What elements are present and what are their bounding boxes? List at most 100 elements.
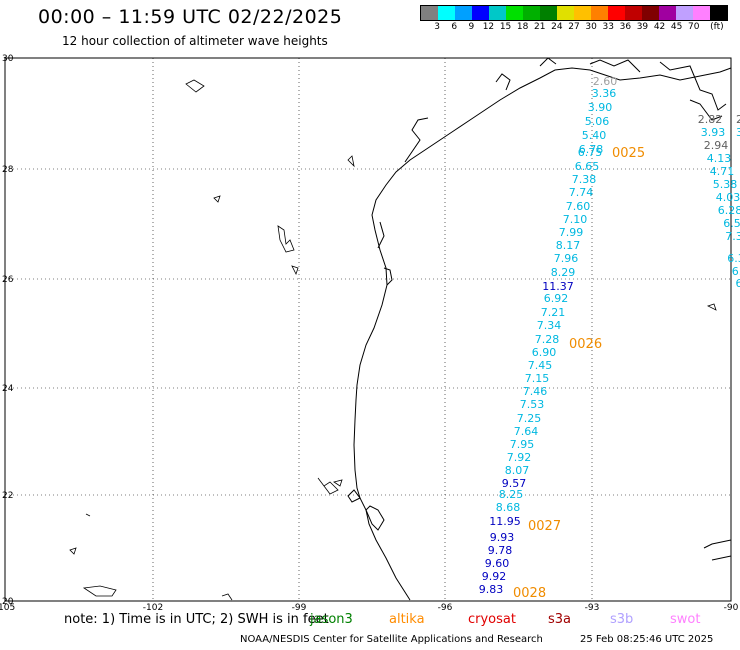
swh-value: 9.83 bbox=[479, 583, 504, 596]
lon-tick-label: -102 bbox=[143, 603, 163, 613]
color-scale-label: 36 bbox=[619, 22, 632, 32]
pass-id-label: 0028 bbox=[513, 586, 546, 601]
credit-text: NOAA/NESDIS Center for Satellite Applica… bbox=[240, 634, 543, 645]
lon-tick-label: -99 bbox=[292, 603, 307, 613]
swh-value: 7.96 bbox=[554, 252, 579, 265]
lat-tick-label: 22 bbox=[2, 491, 13, 501]
swh-value: 8.68 bbox=[496, 501, 521, 514]
color-scale-label: 33 bbox=[602, 22, 614, 32]
swh-value: 7.60 bbox=[566, 200, 591, 213]
swh-value: 6.28 bbox=[718, 204, 740, 217]
swh-value: 6. bbox=[732, 265, 740, 278]
swh-value: 9.78 bbox=[488, 544, 513, 557]
swh-value: 8.25 bbox=[499, 488, 524, 501]
swh-value: 6.90 bbox=[532, 346, 557, 359]
color-scale-label: 24 bbox=[551, 22, 563, 32]
map-frame bbox=[4, 57, 732, 602]
lat-tick-label: 20 bbox=[2, 597, 14, 607]
swh-value: 6.78 bbox=[579, 143, 604, 156]
lat-tick-label: 24 bbox=[2, 384, 14, 394]
timestamp-text: 25 Feb 08:25:46 UTC 2025 bbox=[580, 634, 714, 645]
legend-altika: altika bbox=[389, 612, 425, 627]
swh-value: 11.37 bbox=[542, 280, 574, 293]
lat-tick-label: 30 bbox=[2, 54, 14, 64]
swh-value: 3.90 bbox=[588, 101, 613, 114]
swh-value: 6.92 bbox=[544, 292, 569, 305]
lon-tick-label: -96 bbox=[438, 603, 453, 613]
lat-tick-label: 28 bbox=[2, 165, 14, 175]
swh-value: 2.60 bbox=[593, 75, 618, 88]
color-scale-labels: 3 6 9 12 15 18 21 24 27 30 33 36 39 42 45 70 (ft) bbox=[420, 22, 740, 34]
swh-value: 9.93 bbox=[490, 531, 515, 544]
coastline bbox=[347, 57, 732, 601]
color-swatch bbox=[540, 6, 557, 20]
swh-value: 7.38 bbox=[572, 173, 597, 186]
swh-value: 6.75 bbox=[578, 146, 603, 159]
map-subtitle: 12 hour collection of altimeter wave hei… bbox=[62, 34, 328, 48]
color-scale-label: 9 bbox=[468, 22, 475, 32]
swh-value: 7.46 bbox=[523, 385, 548, 398]
legend-cryosat: cryosat bbox=[468, 612, 516, 627]
swh-value: 9.57 bbox=[502, 477, 527, 490]
altimeter-track-main: 2.603.363.905.065.406.786.756.657.387.74… bbox=[479, 75, 618, 596]
color-swatch bbox=[693, 6, 710, 20]
color-scale-label: 30 bbox=[585, 22, 597, 32]
swh-value: 5.40 bbox=[582, 129, 607, 142]
altimeter-track-east: 2.823.932.944.134.715.384.036.286.57.3 6.… bbox=[698, 113, 740, 290]
swh-value: 2.82 bbox=[698, 113, 723, 126]
swh-value: 7.28 bbox=[535, 333, 560, 346]
swh-value: 7.10 bbox=[563, 213, 588, 226]
lon-tick-label: -105 bbox=[0, 603, 15, 613]
color-scale-label: (ft) bbox=[710, 22, 724, 32]
lon-tick-label: -93 bbox=[585, 603, 600, 613]
swh-value: 9.92 bbox=[482, 570, 507, 583]
swh-value: 6.3 bbox=[727, 252, 740, 265]
swh-value: 6 bbox=[736, 277, 740, 290]
color-swatch bbox=[625, 6, 642, 20]
swh-value: 7.21 bbox=[541, 306, 566, 319]
color-scale-label: 27 bbox=[568, 22, 580, 32]
color-swatch bbox=[710, 6, 727, 20]
color-swatch bbox=[506, 6, 523, 20]
lon-tick-label: -90 bbox=[724, 603, 739, 613]
swh-value: 8.07 bbox=[505, 464, 530, 477]
swh-value: 2 bbox=[736, 113, 740, 126]
color-scale-label: 42 bbox=[653, 22, 666, 32]
swh-value: 7.95 bbox=[510, 438, 535, 451]
footer-note: note: 1) Time is in UTC; 2) SWH is in fe… bbox=[64, 612, 329, 627]
swh-value: 4.13 bbox=[707, 152, 732, 165]
color-scale-label: 3 bbox=[434, 22, 440, 32]
swh-value: 7.92 bbox=[507, 451, 532, 464]
color-scale-label: 39 bbox=[636, 22, 649, 32]
pass-labels: 0025 0026 0027 0028 bbox=[513, 146, 645, 601]
color-swatch bbox=[642, 6, 659, 20]
map-title: 00:00 – 11:59 UTC 02/22/2025 bbox=[38, 6, 343, 28]
legend-s3a: s3a bbox=[548, 612, 572, 627]
swh-value: 8.17 bbox=[556, 239, 581, 252]
color-scale-label: 12 bbox=[482, 22, 495, 32]
footer-credit: NOAA/NESDIS Center for Satellite Applica… bbox=[240, 634, 713, 645]
color-scale-label: 15 bbox=[499, 22, 512, 32]
swh-value: 6.65 bbox=[575, 160, 600, 173]
color-swatch bbox=[591, 6, 608, 20]
color-scale-label: 18 bbox=[516, 22, 529, 32]
swh-value: 3 bbox=[736, 126, 740, 139]
legend-s3b: s3b bbox=[610, 612, 634, 627]
color-scale-label: 45 bbox=[670, 22, 683, 32]
swh-value: 9.60 bbox=[485, 557, 510, 570]
swh-value: 7.53 bbox=[520, 398, 545, 411]
swh-value: 7.45 bbox=[528, 359, 553, 372]
swh-value: 5.06 bbox=[585, 115, 610, 128]
color-swatch bbox=[438, 6, 455, 20]
swh-value: 7.64 bbox=[514, 425, 539, 438]
swh-value: 6.5 bbox=[723, 217, 740, 230]
color-scale-label: 21 bbox=[534, 22, 546, 32]
color-scale-label: 6 bbox=[451, 22, 458, 32]
color-swatch bbox=[557, 6, 574, 20]
footer-legend: note: 1) Time is in UTC; 2) SWH is in fe… bbox=[64, 612, 700, 627]
swh-value: 2.94 bbox=[704, 139, 729, 152]
pass-id-label: 0026 bbox=[569, 337, 602, 352]
swh-value: 4.71 bbox=[710, 165, 735, 178]
swh-value: 4.03 bbox=[716, 191, 740, 204]
legend-swot: swot bbox=[670, 612, 701, 627]
